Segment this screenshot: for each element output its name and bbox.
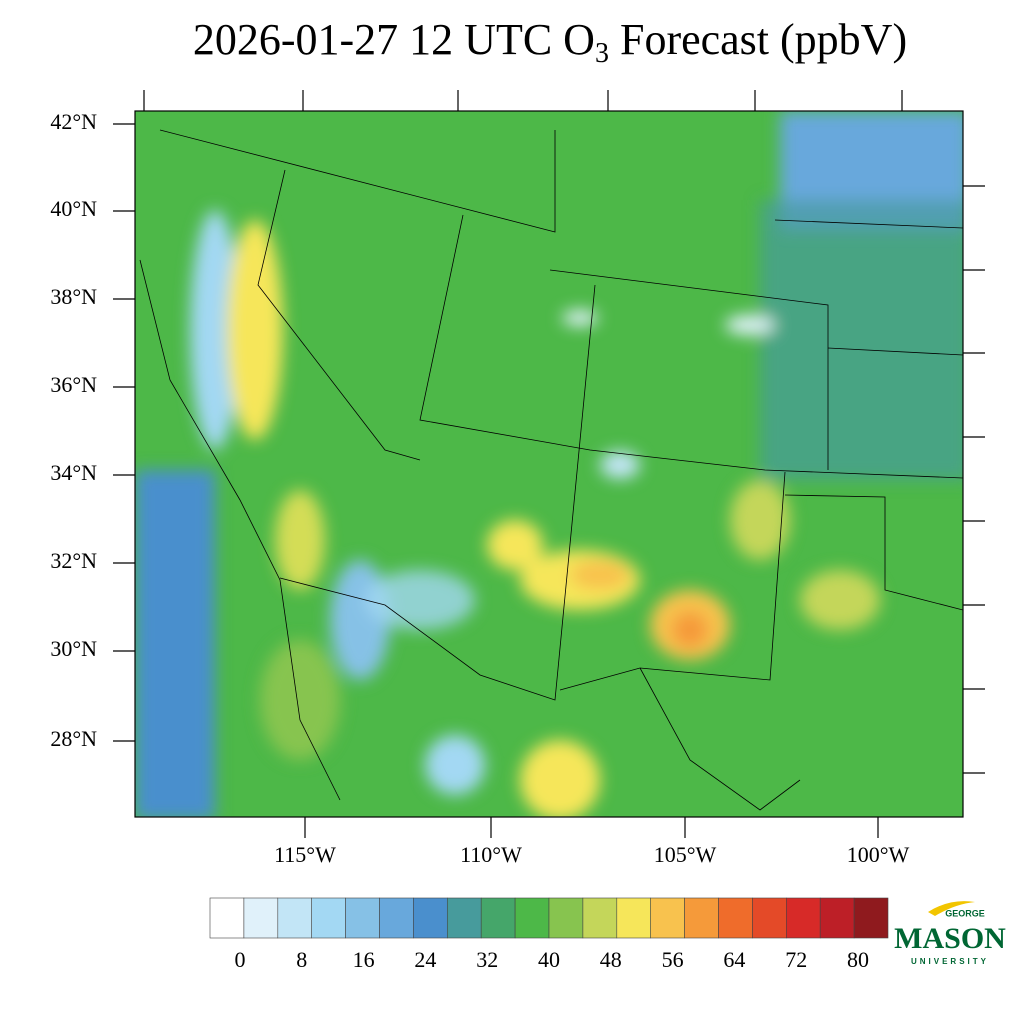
colorbar-box	[718, 897, 753, 939]
map-frame	[134, 110, 964, 818]
title: 2026-01-27 12 UTC O3 Forecast (ppbV)	[193, 15, 907, 69]
colorbar-box	[446, 897, 482, 939]
colorbar-box	[514, 897, 550, 939]
lat-label: 28°N	[50, 726, 97, 751]
tick-marks	[143, 90, 985, 774]
colorbar-box	[243, 897, 279, 939]
colorbar-box	[650, 897, 685, 939]
lat-label: 32°N	[50, 548, 97, 573]
colorbar-label: 8	[296, 947, 307, 972]
colorbar-box	[480, 897, 516, 939]
lon-label: 105°W	[654, 842, 717, 867]
ozone-field	[135, 111, 963, 817]
colorbar-box	[379, 897, 414, 939]
title-main: 2026-01-27 12 UTC O	[193, 15, 595, 64]
axis-labels: 42°N 40°N 38°N 36°N 34°N 32°N 30°N 28°N 115°W 110…	[50, 109, 909, 867]
title-rest: Forecast (ppbV)	[609, 15, 907, 64]
colorbar-label: 0	[235, 947, 246, 972]
colorbar: 0 8 16 24 32 40 48 56 64 72 80	[209, 897, 889, 972]
colorbar-box	[785, 897, 821, 939]
colorbar-label: 72	[785, 947, 807, 972]
lat-label: 34°N	[50, 460, 97, 485]
colorbar-box	[752, 897, 787, 939]
lat-label: 38°N	[50, 284, 97, 309]
lon-label: 115°W	[274, 842, 336, 867]
colorbar-label: 80	[847, 947, 869, 972]
colorbar-label: 32	[476, 947, 498, 972]
lon-label: 110°W	[460, 842, 522, 867]
colorbar-label: 16	[353, 947, 375, 972]
logo: GEORGE MASON UNIVERSITY	[894, 901, 1006, 966]
colorbar-box	[548, 897, 584, 939]
colorbar-label: 48	[600, 947, 622, 972]
colorbar-box	[582, 897, 618, 939]
lat-label: 30°N	[50, 636, 97, 661]
colorbar-label: 40	[538, 947, 560, 972]
logo-top: GEORGE	[945, 908, 985, 918]
colorbar-box	[311, 897, 346, 939]
colorbar-box	[413, 897, 448, 939]
logo-bottom: UNIVERSITY	[911, 957, 989, 966]
logo-main: MASON	[894, 922, 1006, 955]
lat-label: 36°N	[50, 372, 97, 397]
colorbar-box	[853, 897, 889, 939]
colorbar-label: 56	[662, 947, 684, 972]
lon-label: 100°W	[847, 842, 910, 867]
colorbar-box	[345, 897, 380, 939]
colorbar-box	[684, 897, 719, 939]
colorbar-label: 24	[414, 947, 436, 972]
lat-label: 42°N	[50, 109, 97, 134]
title-sub: 3	[595, 38, 609, 69]
colorbar-box	[819, 897, 855, 939]
colorbar-box	[277, 897, 312, 939]
colorbar-box	[616, 897, 651, 939]
lat-label: 40°N	[50, 196, 97, 221]
colorbar-label: 64	[723, 947, 745, 972]
colorbar-box	[209, 897, 245, 939]
